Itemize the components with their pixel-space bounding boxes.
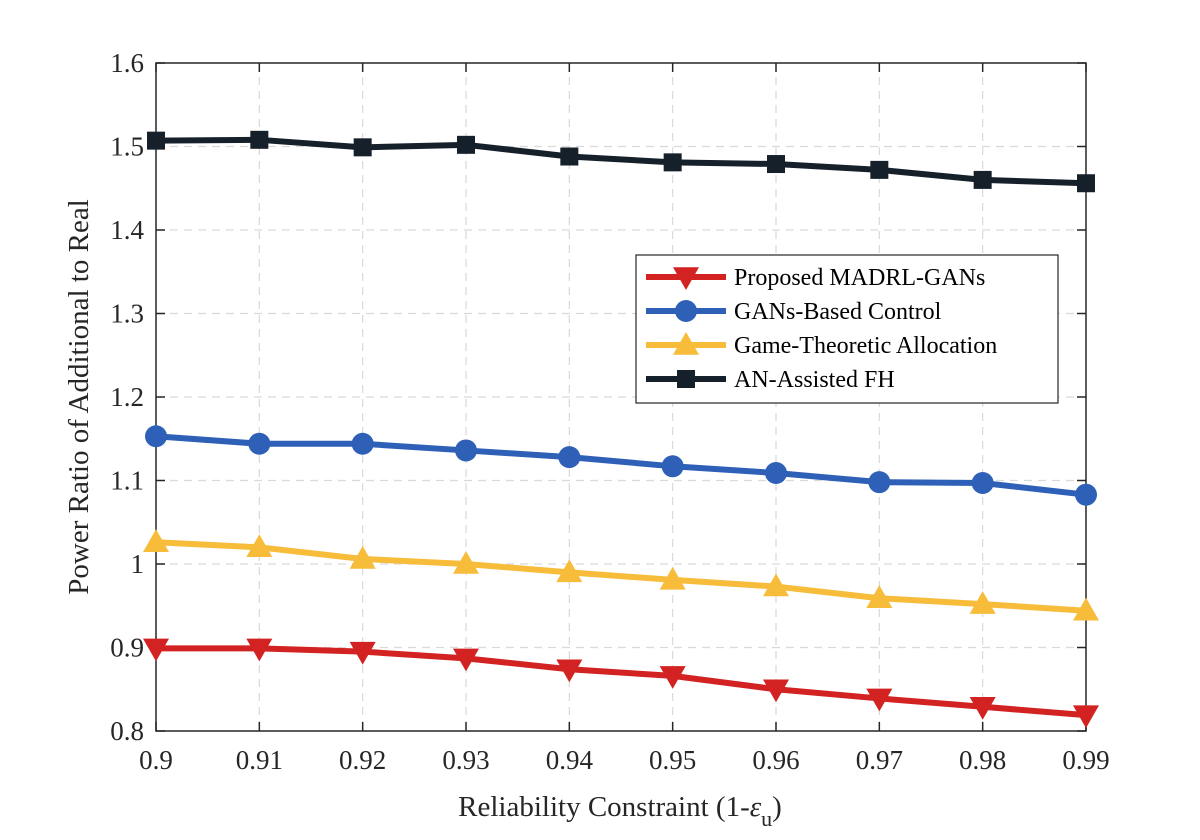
series-line	[153, 136, 1089, 187]
legend-item: Game-Theoretic Allocation	[646, 332, 997, 359]
x-tick-labels: 0.9 0.91 0.92 0.93 0.94 0.95 0.96 0.97 0.98 0.99	[139, 745, 1110, 775]
data-point	[661, 455, 684, 478]
data-point	[868, 471, 891, 494]
x-tick-label: 0.93	[442, 745, 489, 775]
y-tick-label: 1.2	[110, 382, 144, 412]
data-point	[145, 425, 167, 448]
data-point	[866, 688, 893, 712]
y-tick-label: 0.9	[110, 633, 144, 663]
x-tick-label: 0.9	[139, 745, 173, 775]
legend: Proposed MADRL-GANs GANs-Based Control Gam…	[635, 254, 1059, 404]
data-point	[1073, 705, 1099, 729]
data-point	[556, 659, 583, 683]
data-point	[1073, 597, 1099, 621]
legend-label: AN-Assisted FH	[734, 367, 895, 393]
data-point	[663, 153, 682, 172]
data-point	[250, 130, 269, 149]
series-game-theoretic-allocation	[143, 529, 1099, 621]
series-proposed-madrl-gans	[143, 638, 1099, 729]
data-point	[558, 446, 581, 469]
data-point	[560, 147, 579, 166]
x-tick-label: 0.92	[339, 745, 386, 775]
legend-label: GANs-Based Control	[734, 299, 942, 325]
x-tick-label: 0.91	[236, 745, 283, 775]
y-tick-label: 1.5	[110, 132, 144, 162]
y-tick-label: 1.4	[110, 215, 144, 245]
x-tick-label: 0.96	[752, 745, 799, 775]
y-tick-label: 1	[131, 549, 145, 579]
data-point	[453, 648, 479, 672]
y-tick-labels: 0.8 0.9 1 1.1 1.2 1.3 1.4 1.5 1.6	[110, 48, 144, 746]
data-point	[453, 551, 479, 574]
legend-item: AN-Assisted FH	[646, 367, 895, 393]
data-point	[1075, 483, 1097, 506]
data-point	[351, 432, 374, 455]
data-point	[143, 638, 169, 662]
legend-item: GANs-Based Control	[646, 299, 942, 325]
series-layer	[143, 130, 1099, 729]
x-tick-label: 0.95	[649, 745, 696, 775]
data-point	[457, 135, 475, 154]
data-point	[866, 585, 893, 608]
series-gans-based-control	[145, 425, 1097, 506]
data-point	[349, 545, 376, 569]
data-point	[147, 131, 165, 150]
data-point	[765, 461, 787, 484]
data-point	[659, 666, 686, 689]
data-point	[763, 679, 789, 703]
legend-item: Proposed MADRL-GANs	[646, 265, 985, 291]
data-point	[246, 534, 273, 558]
legend-label: Proposed MADRL-GANs	[734, 265, 985, 291]
x-tick-label: 0.94	[546, 745, 594, 775]
x-axis-title: Reliability Constraint (1-εu)	[458, 791, 782, 831]
y-tick-label: 1.3	[110, 299, 144, 329]
legend-marker	[675, 300, 697, 322]
data-point	[246, 638, 273, 662]
data-point	[767, 155, 785, 174]
x-tick-label: 0.97	[856, 745, 903, 775]
data-point	[143, 529, 169, 553]
data-point	[969, 591, 996, 614]
data-point	[556, 559, 583, 583]
legend-marker	[673, 332, 699, 355]
y-tick-label: 0.8	[110, 716, 144, 746]
legend-label: Game-Theoretic Allocation	[734, 333, 997, 359]
y-tick-label: 1.1	[110, 466, 144, 496]
data-point	[248, 432, 271, 455]
series-line	[153, 433, 1089, 498]
x-tick-label: 0.98	[959, 745, 1006, 775]
series-line	[153, 539, 1089, 614]
legend-marker	[673, 267, 699, 290]
data-point	[763, 573, 789, 597]
data-point	[353, 138, 372, 157]
legend-marker	[677, 370, 695, 388]
x-tick-label: 0.99	[1062, 745, 1109, 775]
y-tick-label: 1.6	[110, 48, 144, 78]
series-line	[153, 645, 1089, 719]
data-point	[973, 170, 992, 189]
data-point	[659, 566, 686, 590]
data-point	[349, 641, 376, 665]
series-an-assisted-fh	[147, 130, 1095, 193]
y-axis-title: Power Ratio of Additional to Real	[63, 199, 95, 594]
tick-marks	[155, 62, 1087, 732]
data-point	[969, 697, 996, 720]
data-point	[870, 160, 889, 179]
data-point	[1077, 174, 1095, 193]
data-point	[455, 439, 477, 462]
data-point	[971, 472, 994, 495]
